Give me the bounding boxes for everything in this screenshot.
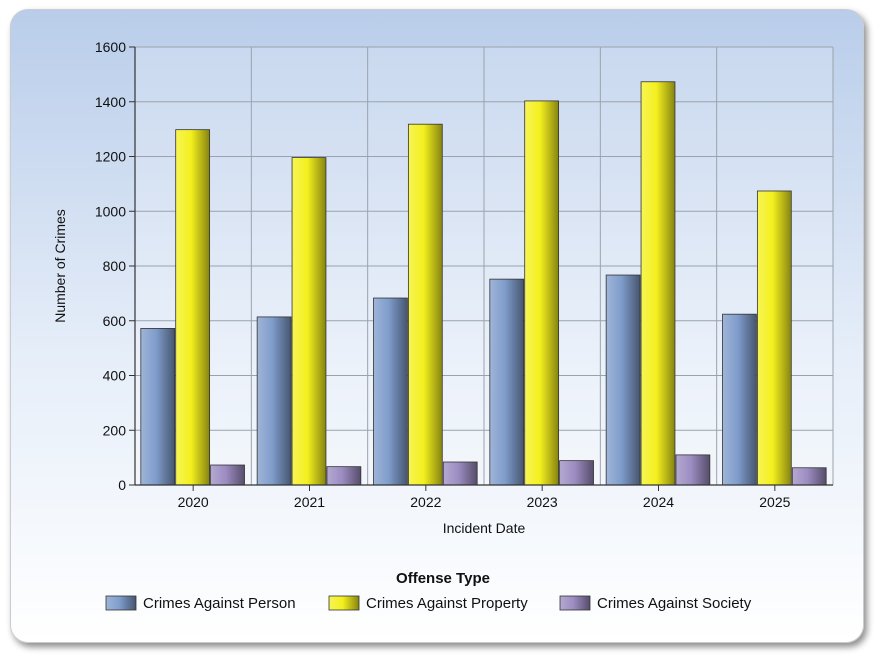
- x-tick-label: 2021: [294, 494, 325, 510]
- bar-crimes-against-property-2025: [756, 190, 792, 486]
- x-tick-label: 2020: [178, 494, 209, 510]
- y-tick-label: 1000: [95, 203, 126, 219]
- bar-crimes-against-person-2022: [373, 297, 408, 486]
- y-tick-label: 1200: [95, 149, 126, 165]
- y-tick-label: 1400: [95, 94, 126, 110]
- bar-crimes-against-person-2020: [140, 328, 176, 486]
- bar-crimes-against-society-2023: [559, 460, 594, 486]
- bar-crimes-against-property-2020: [175, 129, 211, 486]
- legend-label-crimes-against-person: Crimes Against Person: [143, 595, 296, 612]
- bar-crimes-against-society-2024: [675, 454, 711, 486]
- bar-crimes-against-person-2021: [256, 316, 292, 486]
- y-tick-label: 800: [103, 258, 127, 274]
- bar-crimes-against-property-2023: [524, 100, 560, 486]
- bar-crimes-against-property-2024: [640, 81, 676, 486]
- x-tick-label: 2022: [410, 494, 441, 510]
- bar-crimes-against-person-2023: [489, 278, 525, 486]
- legend-swatch-crimes-against-person: [105, 595, 137, 611]
- bar-crimes-against-property-2022: [407, 123, 443, 486]
- bar-crimes-against-society-2025: [791, 467, 827, 486]
- x-tick-label: 2024: [643, 494, 674, 510]
- y-tick-label: 0: [118, 477, 126, 493]
- axes: 0 200 400 600 800 1000 1200 1400 1600 2020 2021 202…: [95, 39, 833, 510]
- chart: 0 200 400 600 800 1000 1200 1400 1600 2020 2021 202…: [52, 39, 834, 612]
- legend-label-crimes-against-society: Crimes Against Society: [597, 595, 752, 612]
- legend-title: Offense Type: [396, 570, 490, 587]
- legend-swatch-crimes-against-property: [328, 595, 360, 611]
- gridlines: [135, 46, 834, 486]
- bar-crimes-against-society-2022: [442, 461, 478, 486]
- y-axis-title: Number of Crimes: [52, 209, 68, 323]
- bar-crimes-against-society-2021: [326, 466, 362, 486]
- x-axis-title: Incident Date: [443, 520, 526, 536]
- legend-label-crimes-against-property: Crimes Against Property: [366, 595, 528, 612]
- y-tick-label: 1600: [95, 39, 126, 55]
- y-tick-label: 200: [103, 422, 127, 438]
- y-tick-label: 600: [103, 313, 127, 329]
- chart-frame: 0 200 400 600 800 1000 1200 1400 1600 2020 2021 202…: [10, 9, 864, 643]
- bar-crimes-against-person-2025: [722, 313, 757, 486]
- x-tick-label: 2023: [527, 494, 558, 510]
- bar-crimes-against-society-2020: [210, 464, 245, 486]
- bar-crimes-against-person-2024: [605, 274, 641, 486]
- y-tick-label: 400: [103, 368, 127, 384]
- x-tick-label: 2025: [759, 494, 790, 510]
- legend: Crimes Against Person Crimes Against Prop…: [105, 595, 752, 612]
- legend-swatch-crimes-against-society: [559, 595, 591, 611]
- bar-crimes-against-property-2021: [291, 157, 327, 486]
